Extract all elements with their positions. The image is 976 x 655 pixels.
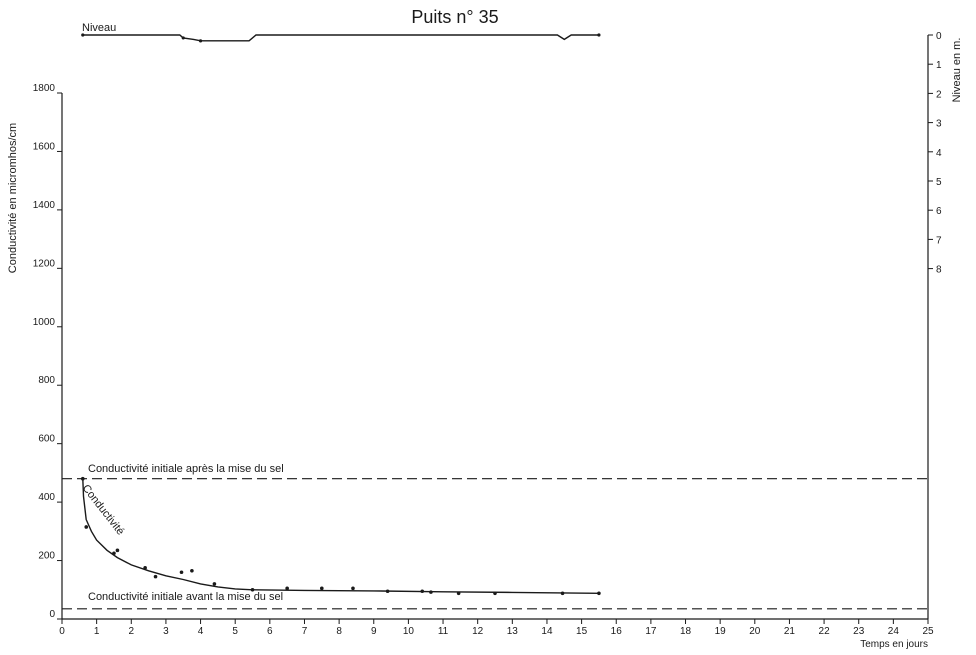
x-tick-label: 19: [715, 626, 727, 637]
x-tick-label: 11: [438, 626, 449, 637]
conductivity-point: [115, 548, 120, 553]
x-axis-label: Temps en jours: [860, 639, 928, 650]
x-tick-label: 23: [853, 626, 865, 637]
x-tick-label: 12: [472, 626, 484, 637]
y-tick-label: 1400: [33, 200, 56, 211]
x-tick-label: 5: [232, 626, 238, 637]
tick-marks: 0 1 2 3 4 5 6 7 8 9 10 11 12 13 14 15 16 17 18 19 20 21 22 23 24…: [33, 31, 942, 637]
y-tick-label: 200: [38, 551, 55, 562]
x-tick-label: 17: [645, 626, 657, 637]
y2-tick-label: 2: [936, 89, 942, 100]
y-tick-label: 400: [38, 492, 55, 503]
reference-lines: [62, 478, 928, 610]
series-label: Conductivité: [80, 482, 127, 537]
conductivity-point: [285, 586, 289, 591]
y2-tick-label: 3: [936, 119, 942, 130]
x-tick-label: 0: [59, 626, 65, 637]
x-tick-label: 7: [302, 626, 308, 637]
conductivity-point: [320, 586, 324, 591]
x-tick-label: 13: [507, 626, 519, 637]
x-tick-label: 10: [403, 626, 415, 637]
y2-tick-label: 4: [936, 148, 942, 159]
x-tick-label: 2: [128, 626, 134, 637]
x-tick-label: 15: [576, 626, 588, 637]
y-tick-label: 1000: [33, 317, 56, 328]
x-tick-label: 14: [541, 626, 553, 637]
x-tick-label: 16: [611, 626, 623, 637]
niveau-point: [198, 39, 203, 43]
y2-tick-label: 8: [936, 265, 942, 276]
y-tick-label: 1200: [33, 258, 56, 269]
x-tick-label: 8: [336, 626, 342, 637]
y2-axis-label: Niveau en m.: [951, 38, 963, 103]
x-tick-label: 20: [749, 626, 761, 637]
conductivity-point: [190, 568, 194, 573]
x-tick-label: 24: [888, 626, 900, 637]
conductivity-point: [212, 582, 217, 586]
y-tick-label: 800: [38, 375, 55, 386]
x-tick-label: 1: [94, 626, 100, 637]
y2-tick-label: 7: [936, 235, 942, 246]
niveau-point: [597, 33, 601, 37]
x-tick-label: 3: [163, 626, 169, 637]
conductivity-point: [597, 591, 601, 596]
x-tick-label: 18: [680, 626, 692, 637]
conductivity-point: [179, 570, 184, 575]
y-tick-label: 1600: [33, 141, 56, 152]
conductivity-point: [84, 525, 89, 529]
ref-after-label: Conductivité initiale après la mise du s…: [88, 463, 284, 475]
chart-title: Puits n° 35: [411, 7, 498, 27]
x-tick-label: 25: [922, 626, 934, 637]
y-tick-label: 600: [38, 434, 55, 445]
y2-tick-label: 6: [936, 206, 942, 217]
y2-tick-label: 1: [936, 60, 942, 71]
x-tick-label: 22: [819, 626, 831, 637]
conductivity-curve: [82, 478, 599, 594]
niveau-point: [81, 33, 85, 37]
y-tick-label: 0: [49, 609, 55, 620]
niveau-label: Niveau: [82, 22, 116, 34]
x-tick-label: 21: [784, 626, 796, 637]
niveau-line: [82, 34, 599, 42]
y2-tick-label: 0: [936, 31, 942, 42]
conductivity-point: [351, 586, 355, 591]
y2-tick-label: 5: [936, 177, 942, 188]
x-tick-label: 6: [267, 626, 273, 637]
y-tick-label: 1800: [33, 83, 56, 94]
ref-before-label: Conductivité initiale avant la mise du s…: [88, 591, 283, 603]
x-tick-label: 9: [371, 626, 377, 637]
x-tick-label: 4: [198, 626, 204, 637]
conductivity-point: [153, 574, 158, 579]
series-layer: [80, 33, 601, 596]
y-axis-label: Conductivité en micromhos/cm: [7, 123, 19, 273]
niveau-point: [181, 36, 185, 40]
